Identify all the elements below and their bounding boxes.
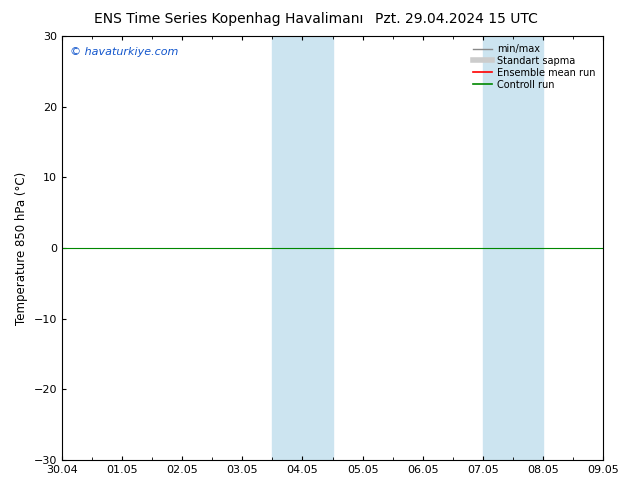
Text: © havaturkiye.com: © havaturkiye.com <box>70 47 178 57</box>
Bar <box>513 36 543 460</box>
Y-axis label: Temperature 850 hPa (°C): Temperature 850 hPa (°C) <box>15 172 28 325</box>
Bar <box>483 36 513 460</box>
Legend: min/max, Standart sapma, Ensemble mean run, Controll run: min/max, Standart sapma, Ensemble mean r… <box>470 41 598 93</box>
Text: ENS Time Series Kopenhag Havalimanı: ENS Time Series Kopenhag Havalimanı <box>94 12 363 26</box>
Bar <box>273 36 302 460</box>
Text: Pzt. 29.04.2024 15 UTC: Pzt. 29.04.2024 15 UTC <box>375 12 538 26</box>
Bar <box>302 36 332 460</box>
